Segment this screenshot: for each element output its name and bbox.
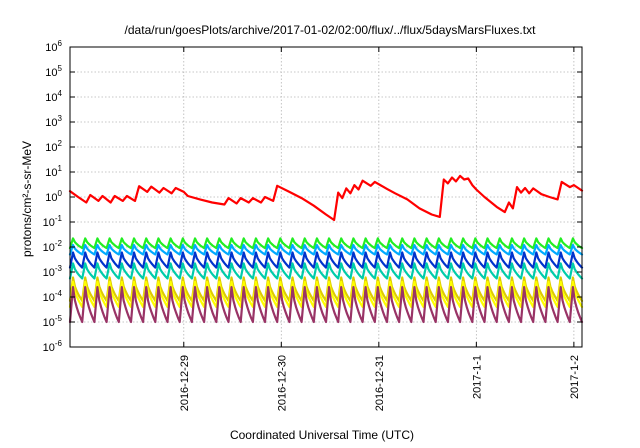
y-axis-label: protons/cm²-s-sr-MeV (20, 141, 34, 257)
y-tick-label: 10-3 (43, 264, 63, 279)
y-tick-label: 103 (45, 114, 62, 129)
y-tick-label: 100 (45, 189, 62, 204)
series-line (68, 280, 584, 308)
y-tick-label: 10-6 (43, 339, 63, 354)
series-line (68, 251, 584, 269)
y-tick-label: 10-4 (43, 289, 63, 304)
y-tick-label: 106 (45, 39, 62, 54)
y-tick-label: 10-1 (43, 214, 63, 229)
series-line (68, 262, 584, 280)
y-tick-label: 102 (45, 139, 62, 154)
x-tick-label: 2017-1-2 (569, 355, 581, 399)
y-tick-label: 10-2 (43, 239, 63, 254)
series-line (68, 243, 584, 256)
y-tick-label: 10-5 (43, 314, 63, 329)
x-tick-label: 2017-1-1 (471, 355, 483, 399)
series-group (68, 174, 584, 324)
x-tick-label: 2016-12-30 (276, 355, 288, 411)
y-tick-label: 105 (45, 64, 62, 79)
series-line-red (68, 174, 584, 222)
y-axis: 10-6 10-5 10-4 10-3 10-2 10-1 100 101 102 103 104 1… (43, 39, 582, 354)
series-line (68, 237, 584, 250)
x-axis: 2016-12-29 2016-12-30 2016-12-31 2017-1-1 20… (179, 47, 581, 411)
x-axis-label: Coordinated Universal Time (UTC) (230, 428, 414, 442)
y-tick-label: 104 (45, 89, 62, 104)
x-tick-label: 2016-12-29 (179, 355, 191, 411)
y-tick-label: 101 (45, 164, 62, 179)
chart-title: /data/run/goesPlots/archive/2017-01-02/0… (125, 23, 537, 37)
x-tick-label: 2016-12-31 (374, 355, 386, 411)
series-line (68, 286, 584, 324)
